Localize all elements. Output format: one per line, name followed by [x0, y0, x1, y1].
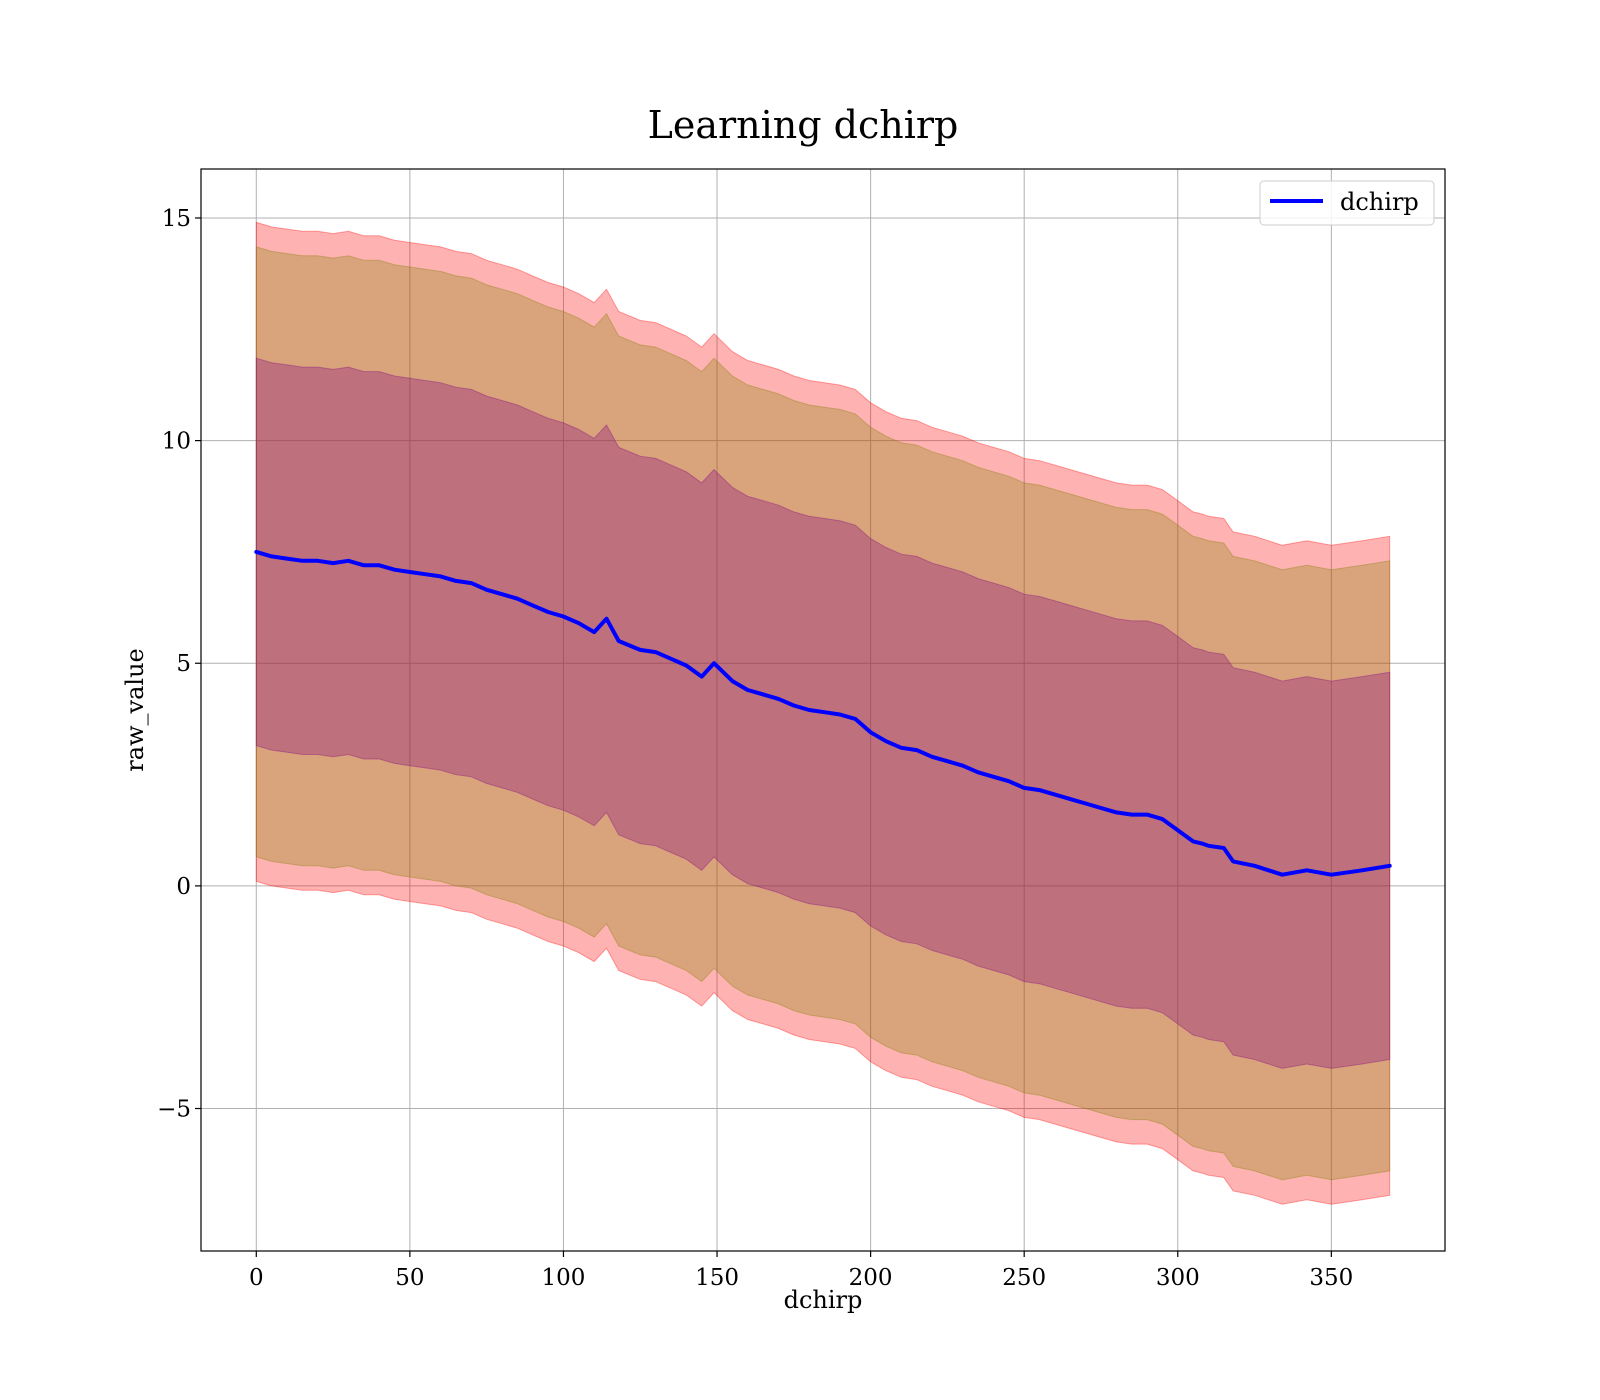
legend-label-dchirp: dchirp [1340, 188, 1419, 216]
x-tick-label-0: 0 [249, 1265, 264, 1291]
x-tick-label-3: 150 [695, 1265, 739, 1291]
x-tick-label-4: 200 [849, 1265, 893, 1291]
legend: dchirp [1259, 180, 1435, 226]
series-line-dchirp [254, 549, 1392, 877]
y-tick-label-1: 0 [176, 874, 191, 900]
x-tick-label-7: 350 [1309, 1265, 1353, 1291]
legend-box [1259, 180, 1435, 226]
plot-frame [200, 168, 1446, 1252]
y-tick-label-2: 5 [176, 651, 191, 677]
x-tick-label-1: 50 [395, 1265, 424, 1291]
x-tick-label-2: 100 [541, 1265, 585, 1291]
y-tick-label-0: −5 [157, 1097, 191, 1123]
grid [201, 169, 1445, 1251]
x-axis-label: dchirp [784, 1286, 863, 1314]
x-tick-label-6: 300 [1156, 1265, 1200, 1291]
y-tick-label-3: 10 [162, 429, 191, 455]
x-axis-ticks: 0 50 100 150 200 250 300 350 [249, 1251, 1353, 1291]
series-lines [254, 549, 1392, 877]
y-axis-ticks: −5 0 5 10 15 [157, 206, 201, 1123]
x-tick-label-5: 250 [1002, 1265, 1046, 1291]
chart-title: Learning dchirp [648, 103, 959, 147]
y-axis-label: raw_value [121, 648, 149, 772]
y-tick-label-4: 15 [162, 206, 191, 232]
